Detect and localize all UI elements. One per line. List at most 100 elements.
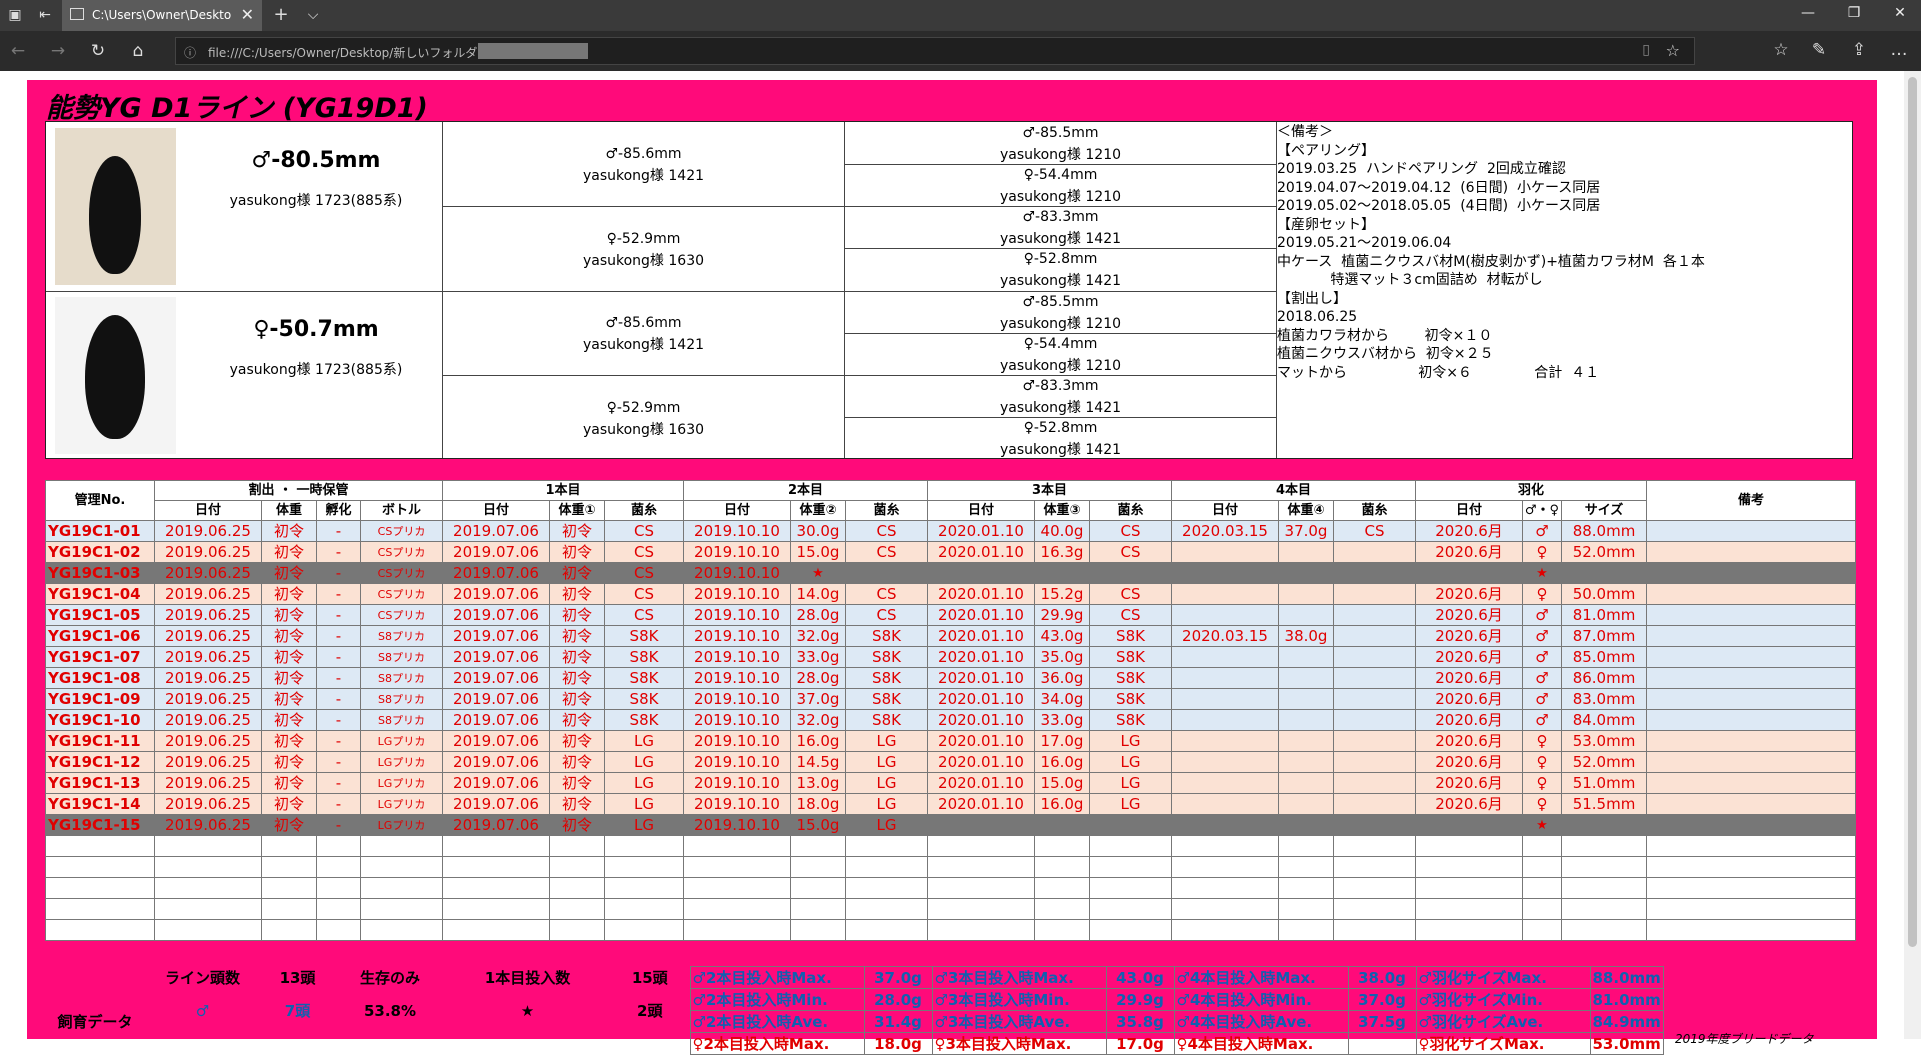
ancestor-size: ♀-54.4mm bbox=[1023, 167, 1098, 183]
table-row[interactable]: YG19C1-09 2019.06.25 初令 - S8プリカ 2019.07.06 初令 S… bbox=[45, 688, 1856, 710]
beetle-shape bbox=[85, 315, 145, 439]
table-row[interactable]: YG19C1-11 2019.06.25 初令 - LGプリカ 2019.07.06 初令 L… bbox=[45, 730, 1856, 752]
table-row[interactable]: YG19C1-10 2019.06.25 初令 - S8プリカ 2019.07.06 初令 S… bbox=[45, 709, 1856, 731]
metric-value: 53.0mm bbox=[1589, 1032, 1664, 1055]
address-bar[interactable]: ⓘ file:///C:/Users/Owner/Desktop/新しいフォルダ… bbox=[175, 37, 1695, 65]
table-cell: S8K bbox=[845, 667, 928, 689]
back-icon[interactable]: ← bbox=[10, 41, 26, 61]
reading-view-icon[interactable]: ▯ bbox=[1642, 42, 1650, 58]
table-cell: 14.0g bbox=[790, 583, 846, 605]
ancestor-size: ♀-52.8mm bbox=[1023, 251, 1098, 267]
table-cell bbox=[1034, 835, 1090, 857]
restore-icon[interactable]: ❐ bbox=[1847, 5, 1861, 21]
table-cell: 16.0g bbox=[790, 730, 846, 752]
table-cell: LG bbox=[604, 793, 684, 815]
table-cell bbox=[845, 877, 928, 899]
stats-row: ♀2本目投入時Max. 18.0g ♀3本目投入時Max. 17.0g ♀4本目投入時M… bbox=[45, 1032, 1664, 1055]
empty-row[interactable] bbox=[45, 877, 1856, 899]
empty-row[interactable] bbox=[45, 898, 1856, 920]
table-cell: 2019.06.25 bbox=[154, 646, 262, 668]
table-row[interactable]: YG19C1-03 2019.06.25 初令 - CSプリカ 2019.07.06 初令 C… bbox=[45, 562, 1856, 584]
table-cell: 2020.01.10 bbox=[927, 625, 1035, 647]
table-cell bbox=[1278, 814, 1334, 836]
tab-list-icon[interactable]: ⌵ bbox=[307, 7, 319, 23]
sub-header-row: 日付 体重 孵化 ボトル 日付 体重① 菌糸 日付 体重② 菌糸 日付 体重③ 菌糸 日付 体重④ 菌糸 日付 ♂… bbox=[46, 500, 1856, 521]
refresh-icon[interactable]: ↻ bbox=[90, 41, 106, 61]
header-emergence: 羽化 bbox=[1415, 480, 1647, 501]
table-row[interactable]: YG19C1-06 2019.06.25 初令 - S8プリカ 2019.07.06 初令 S… bbox=[45, 625, 1856, 647]
table-cell: 初令 bbox=[549, 667, 605, 689]
share-icon[interactable]: ⇪ bbox=[1851, 40, 1867, 60]
table-row[interactable]: YG19C1-01 2019.06.25 初令 - CSプリカ 2019.07.06 初令 C… bbox=[45, 520, 1856, 542]
table-row[interactable]: YG19C1-07 2019.06.25 初令 - S8プリカ 2019.07.06 初令 S… bbox=[45, 646, 1856, 668]
larva-id: YG19C1-08 bbox=[45, 667, 155, 689]
table-cell: 初令 bbox=[549, 751, 605, 773]
empty-row[interactable] bbox=[45, 835, 1856, 857]
table-row[interactable]: YG19C1-15 2019.06.25 初令 - LGプリカ 2019.07.06 初令 L… bbox=[45, 814, 1856, 836]
table-cell: 37.0g bbox=[790, 688, 846, 710]
metric-label: ♀羽化サイズMax. bbox=[1415, 1032, 1591, 1055]
favorites-icon[interactable]: ☆ bbox=[1773, 40, 1789, 60]
table-row[interactable]: YG19C1-04 2019.06.25 初令 - CSプリカ 2019.07.06 初令 C… bbox=[45, 583, 1856, 605]
scrollbar-thumb[interactable] bbox=[1908, 77, 1917, 947]
table-cell bbox=[1171, 667, 1279, 689]
table-cell bbox=[1089, 835, 1172, 857]
favorite-star-icon[interactable]: ☆ bbox=[1665, 41, 1680, 60]
table-cell: 2020.6月 bbox=[1415, 709, 1523, 731]
table-cell: 43.0g bbox=[1034, 625, 1090, 647]
table-cell: CSプリカ bbox=[360, 520, 443, 542]
info-icon[interactable]: ⓘ bbox=[184, 46, 197, 60]
table-cell: 初令 bbox=[549, 541, 605, 563]
table-cell: 40.0g bbox=[1034, 520, 1090, 542]
table-cell bbox=[1333, 835, 1416, 857]
table-cell: - bbox=[316, 625, 361, 647]
browser-tab[interactable]: C:\Users\Owner\Deskto ✕ bbox=[62, 0, 262, 31]
table-cell: 86.0mm bbox=[1561, 667, 1647, 689]
tab-aside-icon[interactable]: ⇤ bbox=[39, 7, 51, 23]
table-cell bbox=[790, 898, 846, 920]
table-cell bbox=[261, 835, 317, 857]
empty-row[interactable] bbox=[45, 919, 1856, 941]
table-cell: LG bbox=[845, 730, 928, 752]
table-cell bbox=[927, 898, 1035, 920]
table-cell: 2019.07.06 bbox=[442, 562, 550, 584]
table-cell: S8K bbox=[845, 625, 928, 647]
minimize-icon[interactable]: — bbox=[1801, 5, 1815, 21]
table-cell bbox=[1278, 646, 1334, 668]
metric-label: ♂3本目投入時Ave. bbox=[931, 1010, 1107, 1033]
table-row[interactable]: YG19C1-05 2019.06.25 初令 - CSプリカ 2019.07.06 初令 C… bbox=[45, 604, 1856, 626]
table-cell bbox=[790, 835, 846, 857]
table-cell: 84.0mm bbox=[1561, 709, 1647, 731]
table-cell: CS bbox=[1089, 541, 1172, 563]
table-cell bbox=[360, 877, 443, 899]
table-cell bbox=[1646, 898, 1856, 920]
table-cell: S8K bbox=[845, 688, 928, 710]
sub-header: 孵化 bbox=[316, 500, 361, 521]
empty-row[interactable] bbox=[45, 856, 1856, 878]
tab-actions-icon[interactable]: ▣ bbox=[8, 7, 22, 23]
sire-mother-size: ♀-52.9mm bbox=[606, 231, 681, 247]
table-row[interactable]: YG19C1-02 2019.06.25 初令 - CSプリカ 2019.07.06 初令 C… bbox=[45, 541, 1856, 563]
close-tab-icon[interactable]: ✕ bbox=[240, 5, 254, 24]
table-cell: 初令 bbox=[261, 625, 317, 647]
table-cell: CS bbox=[604, 520, 684, 542]
table-row[interactable]: YG19C1-13 2019.06.25 初令 - LGプリカ 2019.07.06 初令 L… bbox=[45, 772, 1856, 794]
larva-id: YG19C1-13 bbox=[45, 772, 155, 794]
table-cell: 2019.10.10 bbox=[683, 562, 791, 584]
home-icon[interactable]: ⌂ bbox=[132, 41, 144, 61]
table-row[interactable]: YG19C1-14 2019.06.25 初令 - LGプリカ 2019.07.06 初令 L… bbox=[45, 793, 1856, 815]
close-window-icon[interactable]: ✕ bbox=[1894, 5, 1906, 21]
divider bbox=[46, 291, 1276, 292]
table-cell: CS bbox=[604, 541, 684, 563]
table-cell: 2020.6月 bbox=[1415, 772, 1523, 794]
vertical-scrollbar[interactable] bbox=[1904, 71, 1921, 1039]
table-cell bbox=[1278, 667, 1334, 689]
new-tab-icon[interactable]: + bbox=[273, 4, 289, 25]
table-cell bbox=[1333, 709, 1416, 731]
table-row[interactable]: YG19C1-12 2019.06.25 初令 - LGプリカ 2019.07.06 初令 L… bbox=[45, 751, 1856, 773]
table-cell bbox=[154, 877, 262, 899]
forward-icon[interactable]: → bbox=[50, 41, 66, 61]
more-icon[interactable]: … bbox=[1890, 40, 1908, 60]
table-row[interactable]: YG19C1-08 2019.06.25 初令 - S8プリカ 2019.07.06 初令 S… bbox=[45, 667, 1856, 689]
notes-pen-icon[interactable]: ✎ bbox=[1811, 40, 1827, 60]
